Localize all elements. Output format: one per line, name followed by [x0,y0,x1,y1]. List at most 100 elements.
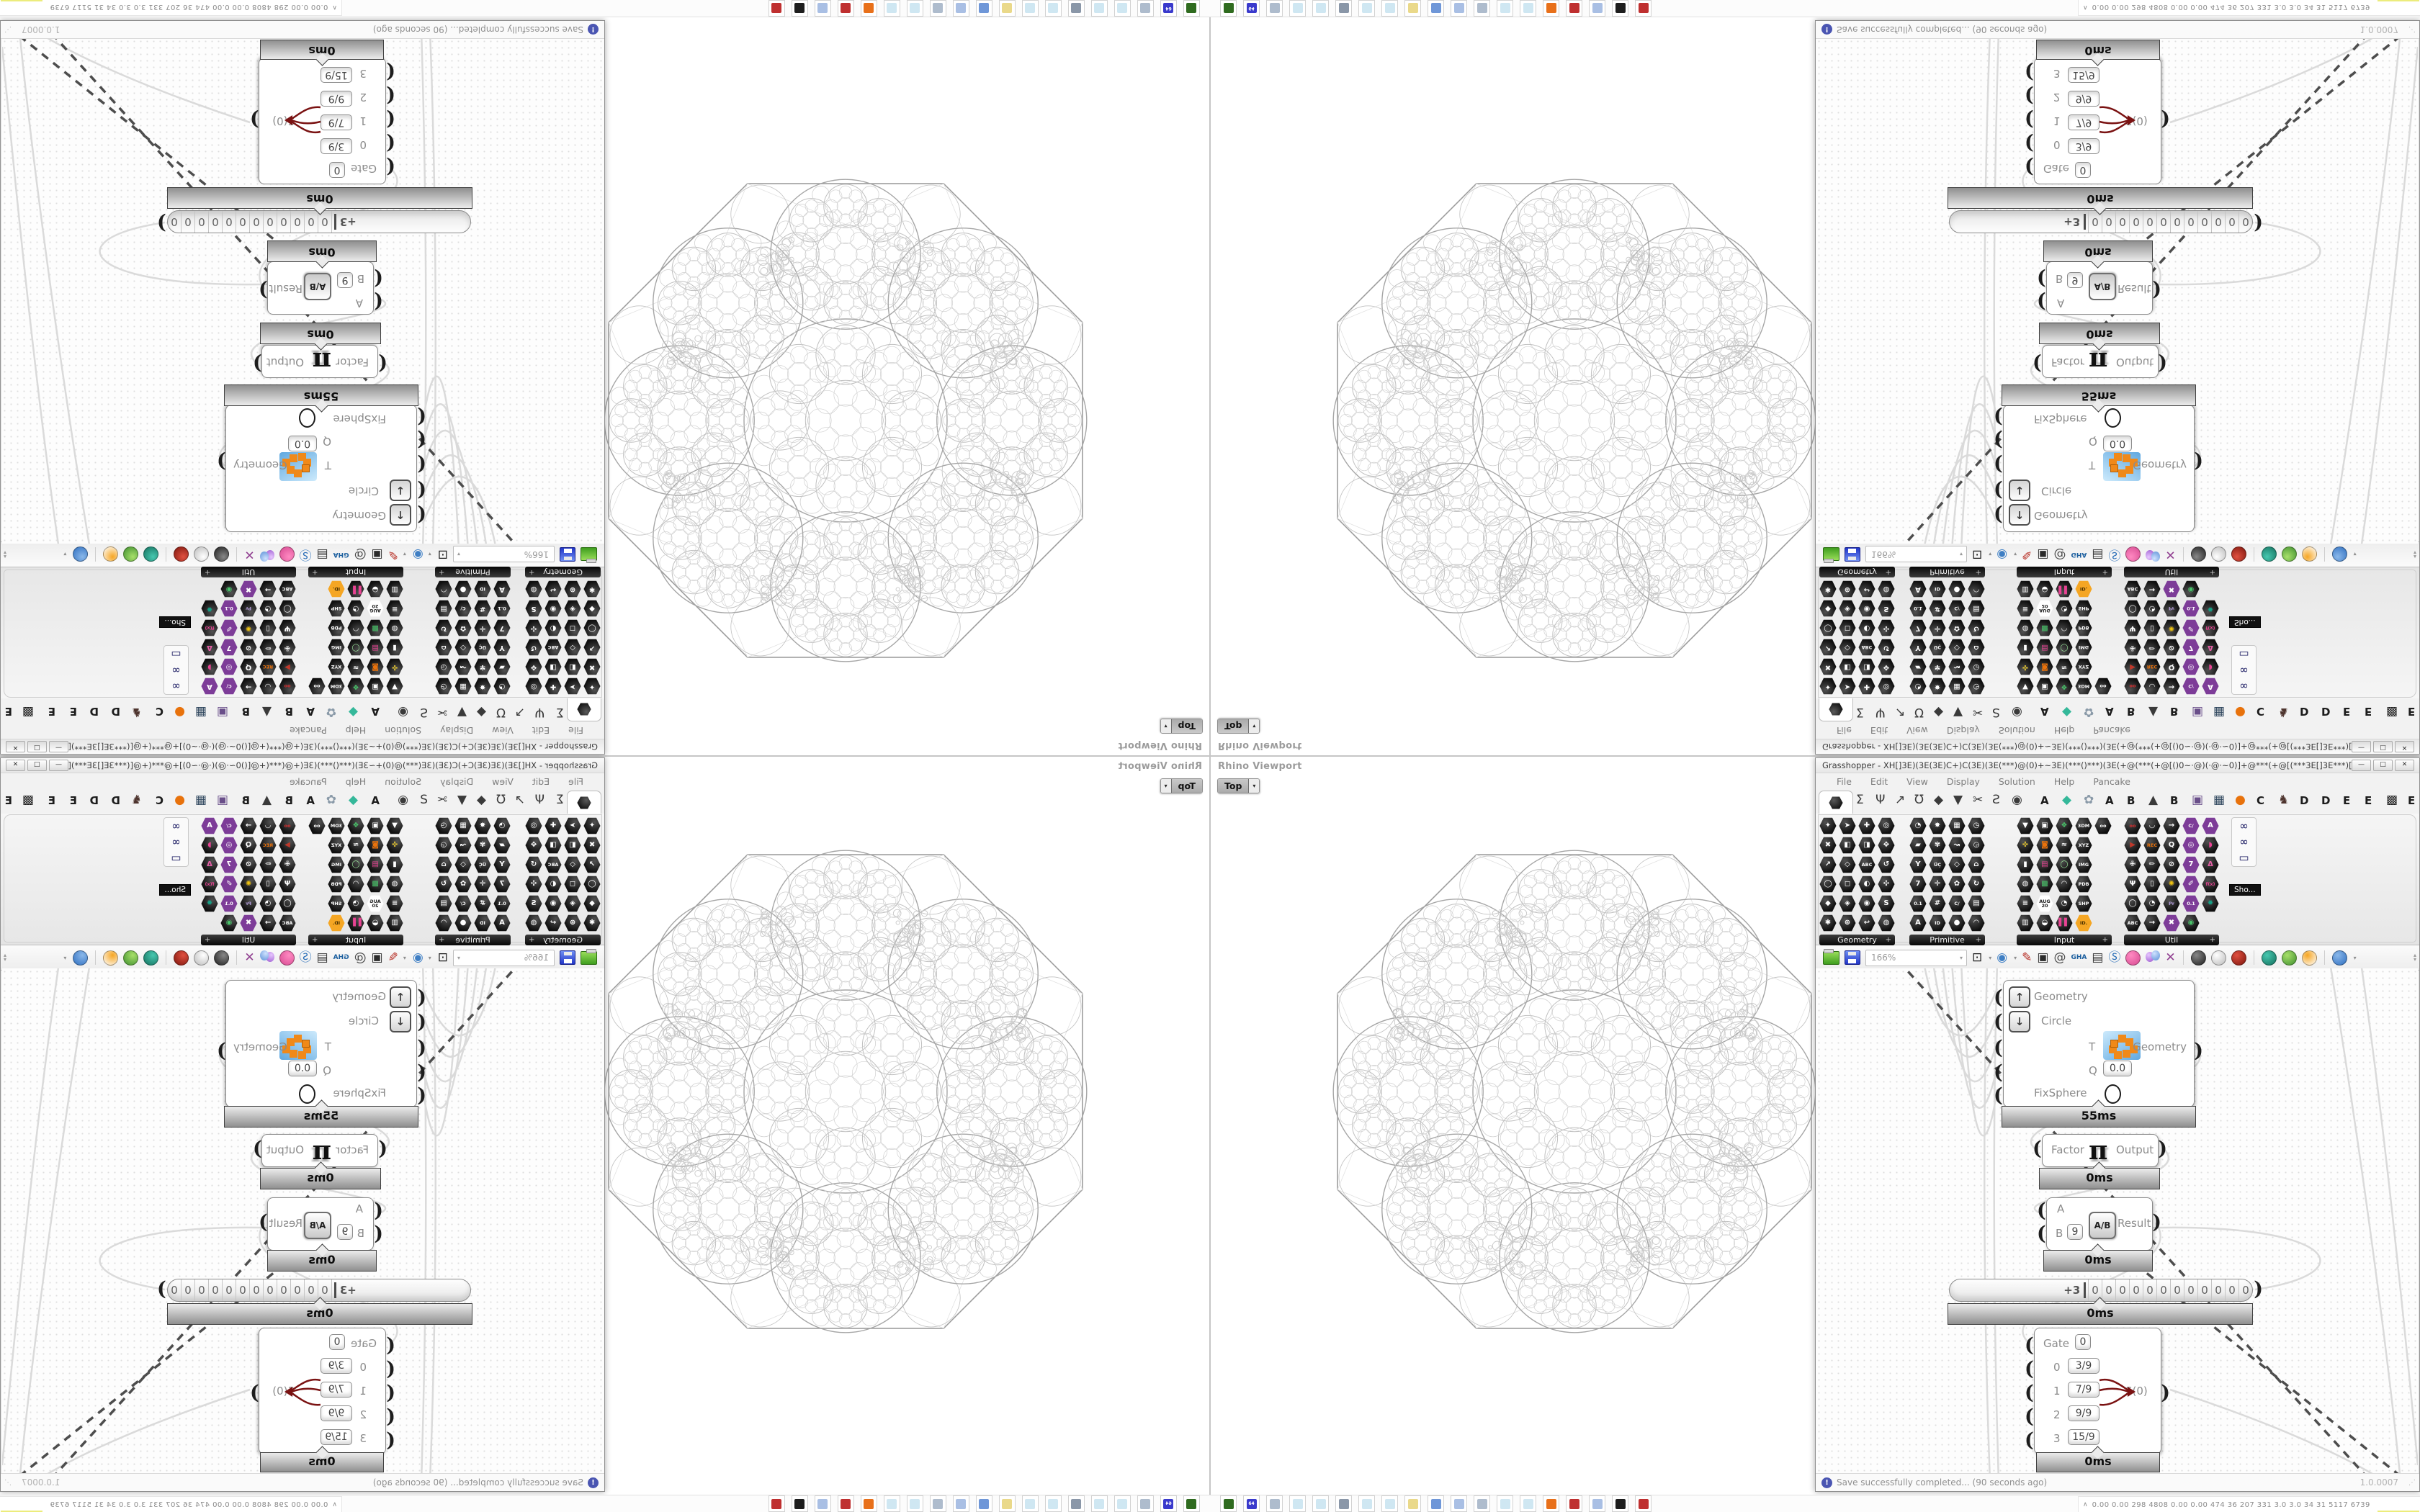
component-icon[interactable]: ◉ [544,600,562,617]
input-hook[interactable]: ( [374,267,383,289]
component-icon[interactable]: ◉ [220,914,238,932]
component-icon[interactable]: Δ [201,639,218,656]
component-icon[interactable]: ◒ [2036,580,2053,598]
geometry-pipeline-node[interactable]: ( ( ( ( ( ) ↑ ↓ Geometry Circle T Geomet… [1994,980,2203,1107]
component-icon[interactable]: ABC [2124,580,2141,598]
custom-preview-icon[interactable] [73,546,89,563]
collapse-icon[interactable]: ∧ [332,4,337,11]
component-icon[interactable]: ◆ [1819,895,1837,912]
panel-expand-icon[interactable]: + [2102,568,2108,576]
viewport-view-tab[interactable]: Top ▾ [1160,778,1203,793]
output-hook[interactable]: ) [253,1138,262,1160]
rendered-view-icon[interactable] [143,949,159,966]
component-icon[interactable]: SHP [328,895,345,912]
view-tab-label[interactable]: Top [1171,779,1202,793]
component-icon[interactable]: ◶ [1968,658,1985,675]
component-icon[interactable]: IMG [2075,856,2092,873]
digit-wheel[interactable]: 0 [2156,1279,2170,1301]
component-icon[interactable]: ▦ [1948,817,1966,834]
notepad-icon[interactable] [1045,1495,1062,1512]
component-icon[interactable]: ◉ [2182,914,2200,932]
component-icon[interactable]: 0.1 [493,600,511,617]
component-icon[interactable]: ID. [328,914,345,932]
chevron-down-icon[interactable]: ▾ [1989,551,1992,558]
digit-wheel[interactable]: 0 [168,211,182,233]
output-hook[interactable]: ) [157,212,166,234]
script-icon[interactable] [930,1495,946,1512]
tab-plugin-orange[interactable]: ● [174,705,185,719]
gift-box-icon[interactable] [279,546,295,563]
component-icon[interactable]: oo [308,678,326,695]
minimize-button[interactable]: — [49,760,68,771]
notepad-icon[interactable] [1045,0,1062,17]
calculator-icon[interactable] [815,0,831,17]
component-icon[interactable]: → [259,580,277,598]
component-icon[interactable]: ◯ [583,619,601,636]
component-icon[interactable]: ✿ [1948,876,1966,893]
menu-item-edit[interactable]: Edit [532,775,550,787]
component-icon[interactable]: ✣ [525,876,542,893]
component-icon[interactable]: → [2163,678,2180,695]
input-hook[interactable]: ( [2037,290,2046,312]
close-button[interactable]: ✕ [2395,760,2414,771]
component-icon[interactable]: ID. [2075,580,2092,598]
chevron-down-icon[interactable]: ▾ [1989,954,1992,961]
tab-plugin-a2[interactable]: A [306,705,315,718]
component-icon[interactable]: ÜÇ [474,639,491,656]
component-icon[interactable]: ▤ [2036,856,2053,873]
menu-item-view[interactable]: View [492,725,514,737]
grasshopper-titlebar[interactable]: Grasshopper - XH[]3E)(3E(3E)C+)C(3E)(3E(… [1,758,604,773]
down-arrow-button[interactable]: ↓ [2009,480,2030,501]
wireframe-view-icon[interactable] [2210,546,2226,563]
gha-assembly-icon[interactable]: GHA [2071,551,2087,559]
custom-preview-icon[interactable] [2331,949,2347,966]
pi-node[interactable]: ( ) Factor π Output [2033,345,2167,378]
open-file-icon[interactable] [581,546,597,563]
component-icon[interactable]: ✚ [1858,817,1876,834]
firefox-icon[interactable] [861,1495,877,1512]
component-icon[interactable]: ▰ [493,658,511,675]
preview-eye-icon[interactable]: ◉ [1996,547,2008,562]
component-icon[interactable]: ABC [1858,856,1876,873]
component-icon[interactable]: A [493,914,511,932]
resize-grip[interactable]: ⋰ [2408,1478,2416,1487]
notepad-icon[interactable] [1091,1495,1108,1512]
component-icon[interactable]: # [474,600,491,617]
component-icon[interactable]: 3DM [328,678,345,695]
digit-wheel[interactable]: 0 [2197,1279,2211,1301]
component-icon[interactable]: ✺ [2163,619,2180,636]
component-icon[interactable]: ◐ [544,876,562,893]
tab-plugin-rooster[interactable]: ♞ [2278,793,2290,807]
find-icon[interactable]: Ⓢ [299,547,312,562]
component-icon[interactable]: # [474,895,491,912]
component-icon[interactable]: Ψ [279,619,296,636]
tab-surface[interactable]: ◆ [1934,793,1944,807]
component-icon[interactable]: 3DM [2075,817,2092,834]
internalise-icon[interactable]: @ [2053,950,2066,965]
component-icon[interactable]: AUG 20 [367,895,384,912]
notepad-icon[interactable] [1022,0,1039,17]
component-icon[interactable]: ↺ [525,639,542,656]
component-icon[interactable]: ÜÇ [474,856,491,873]
component-icon[interactable]: ↗ [1819,639,1837,656]
component-icon[interactable]: ✸ [474,817,491,834]
value-box[interactable]: 9 [2067,272,2083,288]
notepad-icon[interactable] [884,1495,900,1512]
tab-plugin-pixgrid[interactable]: ▩ [2386,705,2398,719]
tab-plugin-a1[interactable]: A [2040,705,2049,718]
remote-control-glasses-icon[interactable]: ∞ [171,819,181,832]
tab-plugin-orange[interactable]: ● [2235,705,2246,719]
value-box[interactable]: 9/9 [2068,91,2099,107]
maximize-button[interactable]: □ [27,760,47,771]
component-icon[interactable]: S [1878,600,1895,617]
component-icon[interactable]: S [525,600,542,617]
panel-expand-icon[interactable]: + [2209,936,2215,944]
component-icon[interactable]: Q [2163,658,2180,675]
wireframe-view-icon[interactable] [2210,949,2226,966]
component-icon[interactable]: ▌▌ [347,914,364,932]
console-icon[interactable] [1220,1495,1237,1512]
folder-icon[interactable] [1404,1495,1421,1512]
tab-plugin-flower[interactable]: ✿ [326,705,336,719]
